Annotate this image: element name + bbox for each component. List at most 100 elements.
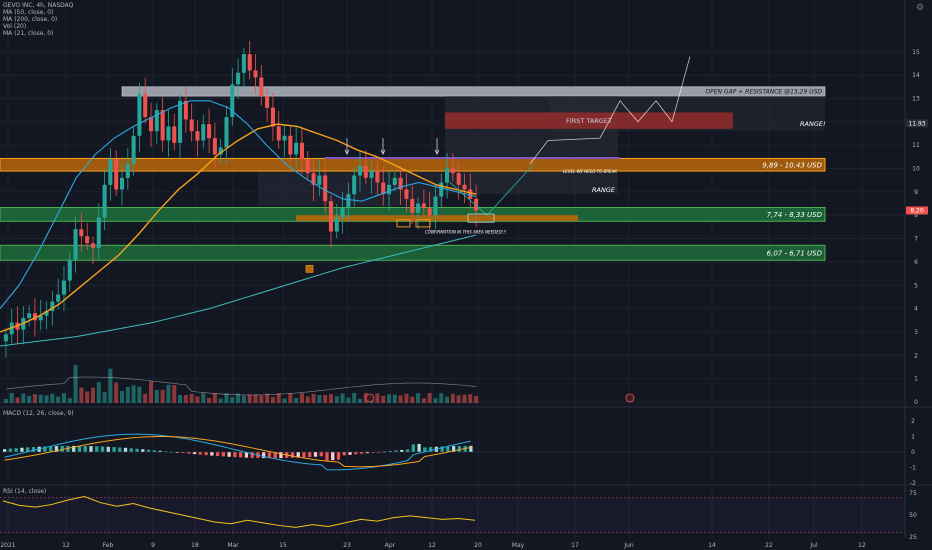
volume-bar [137,386,142,403]
volume-bar [410,396,415,403]
candle-body [317,175,322,185]
x-tick-label: 2021 [0,542,15,549]
candle-body [398,177,403,190]
candle-body [44,310,49,316]
volume-bar [323,394,328,403]
x-tick-label: 22 [765,542,773,549]
macd-histogram-bar [187,452,191,454]
y-tick-label: 9 [914,189,918,196]
volume-ma-line [5,376,477,396]
candle-body [85,236,90,244]
volume-bar [224,393,229,403]
candle-body [67,259,72,281]
macd-histogram-bar [135,448,139,452]
volume-bar [474,395,479,403]
gear-icon[interactable]: ⚙ [916,3,925,13]
candle-body [79,229,84,237]
x-tick-label: 9 [151,542,155,549]
volume-bar [398,395,403,403]
macd-histogram-bar [267,452,272,459]
macd-histogram-bar [308,452,312,458]
y-tick-label: 0 [914,399,918,406]
legend-ma50[interactable]: MA (50, close, 0) [3,9,54,16]
rsi-title[interactable]: RSI (14, close) [3,488,47,495]
legend-vol[interactable]: Vol (20) [3,23,27,30]
volume-bar [61,393,66,403]
candle-body [160,110,165,141]
volume-bar [154,389,159,403]
volume-bar [282,398,287,403]
volume-bar [265,393,270,403]
earnings-icon [365,393,375,403]
volume-bar [67,398,72,403]
legend-ma200[interactable]: MA (200, close, 0) [3,16,58,23]
macd-histogram-bar [123,447,128,452]
zone-lower-support-label: 6,07 - 6,71 USD [767,249,823,257]
volume-bar [15,397,20,403]
y-tick-label: 5 [914,282,918,289]
legend-ma21[interactable]: MA (21, close, 0) [3,30,54,37]
candle-body [3,334,8,342]
price-label-text: 8.20 [910,208,924,215]
macd-histogram-bar [365,452,369,454]
macd-histogram-bar [66,445,70,452]
macd-histogram-bar [336,452,341,460]
candle-body [125,163,130,178]
candle-body [166,126,171,141]
candle-body [386,184,392,195]
candle-body [369,170,374,178]
macd-histogram-bar [457,445,462,452]
zone-open-gap-label: OPEN GAP + RESISTANCE @13,29 USD [705,88,822,95]
projection [449,56,691,223]
volume-bar [178,394,183,403]
zone-first-target [445,112,733,129]
candle-body [392,177,397,185]
macd-histogram-bar [290,452,295,458]
volume-bar [172,385,177,403]
macd-histogram-bar [20,447,24,452]
macd-histogram-bar [89,446,93,452]
volume-bar [44,395,49,403]
chart-legend: GEVO INC, 4h, NASDAQ MA (50, close, 0) M… [3,2,73,37]
candle-body [456,173,461,185]
candle-body [102,184,107,218]
x-tick-label: 18 [191,542,199,549]
macd-title[interactable]: MACD (12, 26, close, 9) [3,410,74,417]
volume-bar [27,396,32,403]
volume-bar [32,394,37,403]
volume-bar [114,382,119,403]
macd-histogram-bar [423,447,427,452]
macd-histogram-bar [204,452,208,456]
volume-bar [108,368,113,403]
macd-tick-label: -2 [910,480,916,487]
candle-body [462,184,467,190]
zone-resistance-label: 9,89 - 10,43 USD [762,161,822,169]
candle-body [468,189,473,199]
volume-bar [3,399,8,403]
x-tick-label: 15 [279,542,287,549]
candle-body [236,72,241,85]
candle-body [32,313,37,321]
macd-histogram-bar [239,452,243,458]
y-tick-label: 8 [914,212,918,219]
candle-body [183,100,188,120]
volume-bar [404,393,409,403]
candle-body [352,175,357,195]
y-tick-label: 1 [914,376,918,383]
arrow-down-icon [380,149,386,155]
volume-bar [253,394,258,403]
volume-bar [381,395,386,403]
macd-histogram-bar [440,446,444,452]
volume-bar [352,393,357,403]
candle-body [119,177,125,190]
x-tick-label: 23 [343,542,351,549]
annotation-range: RANGE [592,186,616,194]
candle-body [445,168,450,183]
y-tick-label: 13 [912,95,920,102]
legend-symbol[interactable]: GEVO INC, 4h, NASDAQ [3,2,74,9]
candle-body [363,166,368,178]
macd-histogram-bar [313,452,318,457]
candle-body [189,119,194,132]
macd-histogram-bar [26,447,30,452]
